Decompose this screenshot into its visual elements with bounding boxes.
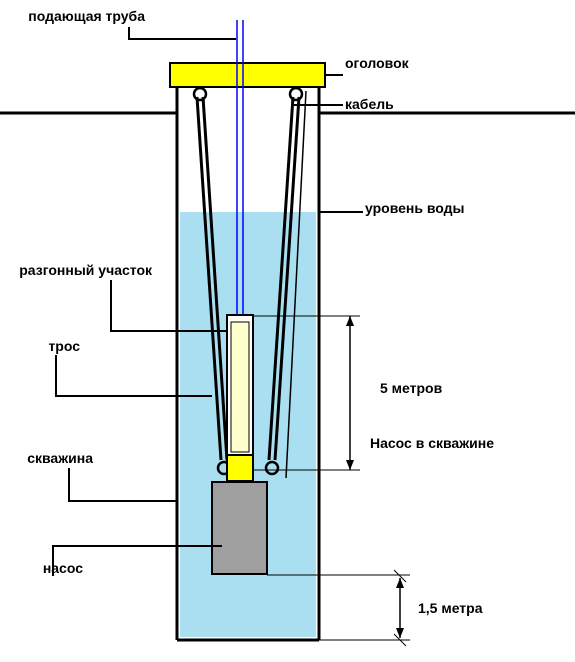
label-gap_label: 1,5 метра (418, 600, 483, 616)
leader-pump (52, 545, 222, 547)
leader-accel_section (110, 330, 228, 332)
leader-accel_section (110, 280, 112, 330)
leader-well (68, 468, 70, 500)
leader-pump (52, 545, 54, 576)
connector (227, 455, 253, 481)
leader-rope (55, 355, 57, 395)
label-accel_section: разгонный участок (19, 262, 152, 278)
leader-rope (55, 395, 212, 397)
leader-supply_pipe (128, 38, 236, 40)
label-cable: кабель (345, 96, 394, 112)
leader-water_level (318, 211, 363, 213)
label-rope: трос (48, 338, 80, 354)
label-wellhead: оголовок (345, 55, 409, 71)
leader-supply_pipe (128, 27, 130, 38)
label-pump: насос (43, 560, 83, 576)
leader-cable (294, 104, 343, 106)
pump (212, 482, 267, 574)
label-supply_pipe: подающая труба (28, 8, 145, 24)
label-water_level: уровень воды (365, 200, 465, 216)
accel-section (231, 322, 249, 452)
label-depth_label: 5 метров (380, 380, 442, 396)
wellhead (170, 63, 325, 87)
leader-wellhead (325, 74, 343, 76)
leader-well (68, 500, 177, 502)
label-well: скважина (27, 450, 93, 466)
label-pump_in_well: Насос в скважине (370, 435, 494, 451)
